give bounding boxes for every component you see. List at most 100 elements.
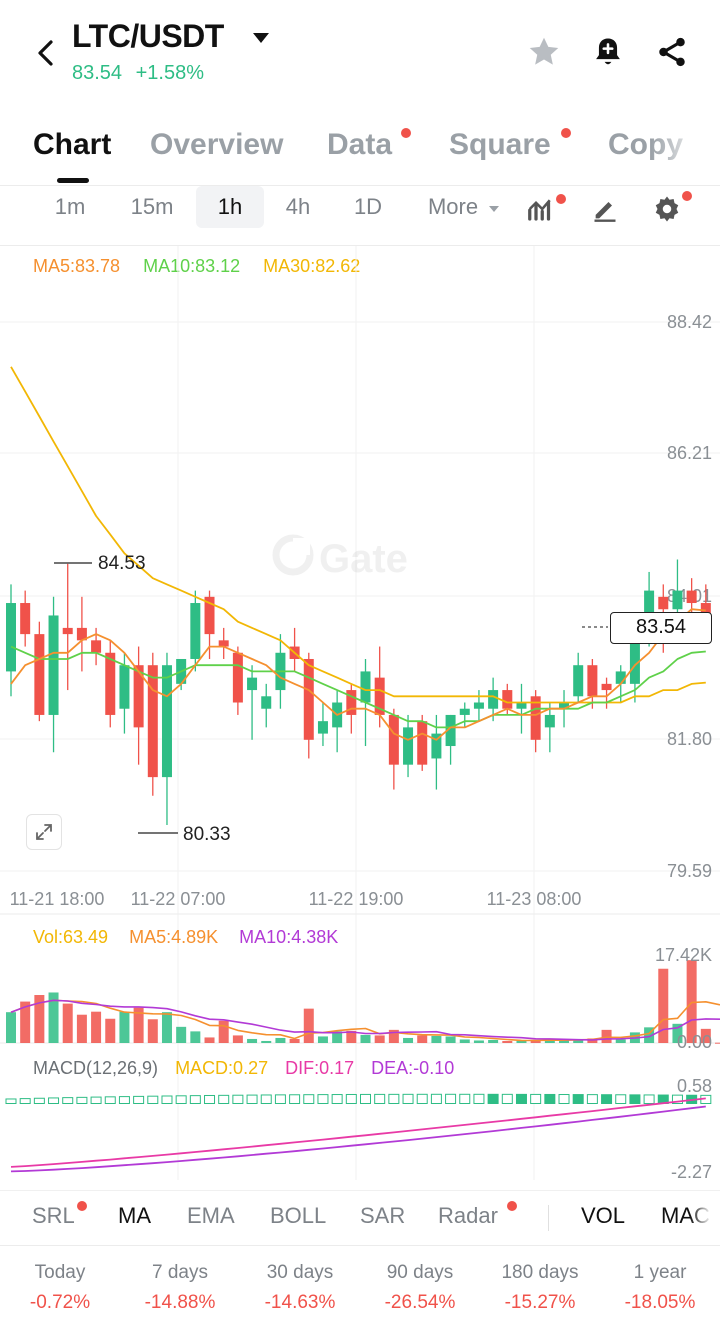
candle-body — [161, 665, 172, 778]
candle-body — [105, 652, 116, 715]
candle-body — [431, 733, 442, 759]
indicator-separator — [548, 1205, 549, 1231]
perf-30-days: 30 days -14.63% — [240, 1262, 360, 1314]
expand-chart-icon[interactable] — [26, 814, 62, 850]
main-tabs: Chart Overview Data Square Copy — [0, 118, 720, 186]
candle-body — [317, 721, 328, 734]
indicator-sar[interactable]: SAR — [360, 1203, 406, 1228]
macd-histogram-bar — [572, 1094, 584, 1105]
tab-square[interactable]: Square — [449, 128, 551, 161]
tab-chart[interactable]: Chart — [33, 128, 112, 161]
candle-body — [34, 634, 45, 715]
volume-bar — [48, 992, 59, 1043]
tab-overview[interactable]: Overview — [150, 128, 284, 161]
volume-ma-lines: 17.42K 0.00 — [10, 945, 720, 1052]
macd-histogram-bar — [601, 1094, 613, 1105]
indicator-ma[interactable]: MA — [118, 1203, 151, 1228]
perf-7-days: 7 days -14.88% — [120, 1262, 240, 1314]
interval-15m[interactable]: 15m — [130, 194, 174, 219]
current-price-tag: 83.54 — [610, 612, 712, 644]
candle-body — [502, 690, 513, 709]
volume-bar — [147, 1019, 158, 1043]
perf-label: 1 year — [633, 1262, 687, 1283]
candle-body — [530, 696, 541, 740]
pencil-icon[interactable] — [588, 192, 622, 226]
macd-histogram-bar — [501, 1093, 513, 1105]
macd-histogram-bar — [530, 1093, 542, 1105]
macd-histogram-bar — [161, 1095, 173, 1105]
candle-body — [48, 615, 59, 715]
volume-bar — [34, 995, 45, 1043]
perf-label: 30 days — [266, 1262, 334, 1283]
last-price: 83.54 — [72, 62, 123, 84]
price-row: 83.54 +1.58% — [72, 62, 212, 85]
bell-plus-icon[interactable] — [588, 32, 628, 72]
caret-down-icon[interactable] — [250, 30, 272, 46]
volume-ma10-line — [10, 999, 720, 1041]
candle-body — [147, 665, 158, 778]
macd-histogram-bar — [204, 1094, 216, 1105]
volume-bar — [20, 1001, 31, 1043]
macd-histogram-bar — [643, 1094, 655, 1105]
volume-bar — [119, 1011, 130, 1043]
ma5-value: MA5:83.78 — [33, 256, 121, 276]
candle-body — [516, 702, 527, 709]
star-icon[interactable] — [524, 32, 564, 72]
candles — [6, 559, 711, 825]
macd-histogram-bar — [445, 1093, 457, 1105]
candle-body — [658, 596, 669, 610]
candle-body — [119, 665, 130, 709]
macd-params: MACD(12,26,9) — [33, 1058, 159, 1078]
macd-dif-line — [10, 1097, 706, 1168]
indicator-ema[interactable]: EMA — [187, 1203, 235, 1228]
candle-body — [672, 590, 683, 610]
interval-1d[interactable]: 1D — [353, 194, 383, 219]
pair-title[interactable]: LTC/USDT — [72, 18, 224, 54]
macd-histogram-bar — [147, 1095, 159, 1105]
ma5-line — [10, 608, 706, 741]
interval-1h[interactable]: 1h — [196, 186, 264, 228]
macd-histogram-bar — [416, 1093, 428, 1105]
volume-bar — [601, 1029, 612, 1043]
price-axis-label: 81.80 — [667, 729, 712, 749]
candle-body — [190, 603, 201, 659]
macd-histogram-bar — [487, 1093, 499, 1105]
interval-4h[interactable]: 4h — [285, 194, 311, 219]
tab-data[interactable]: Data — [327, 128, 393, 161]
indicator-chart-icon[interactable] — [524, 192, 558, 226]
volume-bar — [91, 1011, 102, 1043]
volume-bar — [303, 1008, 314, 1043]
volume-bar — [76, 1014, 87, 1043]
volume-ma5-line — [10, 999, 720, 1042]
tabs-fade-overlay — [650, 120, 720, 180]
back-arrow-icon[interactable] — [28, 30, 62, 76]
volume-bar — [672, 1023, 683, 1043]
interval-more[interactable]: More — [427, 194, 479, 219]
volume-bar — [516, 1040, 527, 1043]
macd-histogram-bar — [48, 1097, 60, 1105]
macd-histogram-bar — [671, 1094, 683, 1105]
settings-gear-icon[interactable] — [650, 192, 684, 226]
change-percent: +1.58% — [135, 62, 205, 84]
volume-bar — [261, 1040, 272, 1043]
candle-body — [615, 671, 626, 684]
tab-data-notification-dot — [401, 128, 411, 138]
indicator-boll[interactable]: BOLL — [270, 1203, 327, 1228]
indicator-srl[interactable]: SRL — [32, 1203, 75, 1228]
performance-row: Today -0.72% 7 days -14.88% 30 days -14.… — [0, 1258, 720, 1344]
annotations: 84.53 80.33 — [54, 553, 608, 845]
time-axis-label: 11-22 07:00 — [131, 889, 226, 909]
indicator-vol[interactable]: VOL — [581, 1203, 626, 1228]
candle-body — [218, 640, 229, 647]
macd-legend: MACD(12,26,9) MACD:0.27 DIF:0.17 DEA:-0.… — [33, 1058, 466, 1079]
perf-label: 7 days — [152, 1262, 208, 1283]
more-caret-down-icon[interactable] — [484, 192, 504, 226]
interval-bar: 1m 15m 1h 4h 1D More — [0, 186, 720, 246]
macd-histogram-bar — [374, 1093, 386, 1105]
indicator-radar[interactable]: Radar — [438, 1203, 498, 1228]
indicator-selector: SRL MA EMA BOLL SAR Radar VOL MACD — [0, 1190, 720, 1246]
share-icon[interactable] — [652, 32, 692, 72]
perf-value: -26.54% — [384, 1292, 456, 1313]
interval-1m[interactable]: 1m — [54, 194, 86, 219]
